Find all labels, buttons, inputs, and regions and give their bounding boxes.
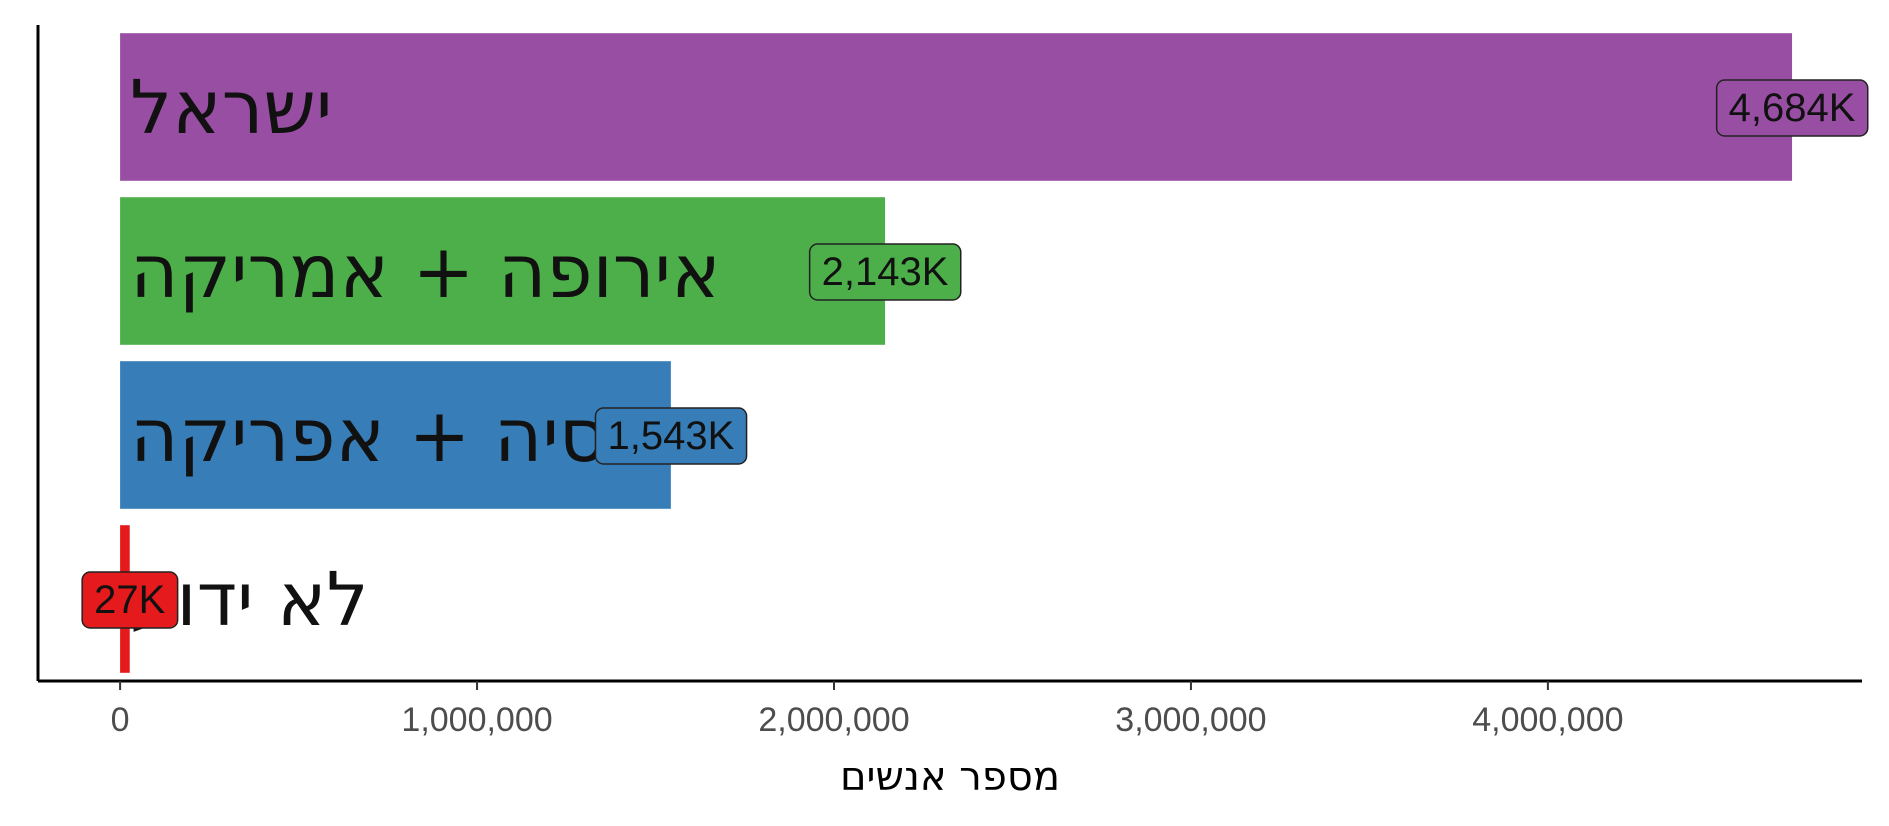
x-ticks-layer: 0 1,000,000 2,000,000 3,000,000 4,000,000 — [111, 681, 1624, 739]
category-label-1: אירופה + אמריקה — [130, 229, 720, 315]
category-label-0: ישראל — [130, 65, 332, 151]
data-label-0: 4,684K — [1715, 79, 1869, 137]
x-tick-label-2: 2,000,000 — [758, 701, 909, 739]
x-tick-label-4: 4,000,000 — [1472, 701, 1623, 739]
bars-layer — [120, 33, 1793, 673]
data-label-box-3 — [81, 571, 179, 629]
data-label-box-2 — [594, 407, 748, 465]
data-label-box-1 — [808, 243, 962, 301]
x-axis-title: מספר אנשים — [840, 754, 1060, 800]
x-tick-label-1: 1,000,000 — [401, 701, 552, 739]
data-label-1: 2,143K — [808, 243, 962, 301]
category-label-2: אסיה + אפריקה — [130, 393, 656, 479]
svg-text:27K: 27K — [94, 578, 165, 622]
svg-text:4,684K: 4,684K — [1729, 86, 1856, 130]
data-labels-layer: 4,684K 2,143K 1,543K 27K — [81, 79, 1869, 629]
bar-0 — [120, 33, 1793, 181]
x-tick-label-3: 3,000,000 — [1115, 701, 1266, 739]
svg-text:2,143K: 2,143K — [822, 250, 949, 294]
svg-text:1,543K: 1,543K — [607, 414, 734, 458]
bar-2 — [120, 361, 671, 509]
x-tick-label-0: 0 — [111, 701, 130, 739]
data-label-box-0 — [1715, 79, 1869, 137]
bar-1 — [120, 197, 886, 345]
data-label-3: 27K — [81, 571, 179, 629]
data-label-2: 1,543K — [594, 407, 748, 465]
